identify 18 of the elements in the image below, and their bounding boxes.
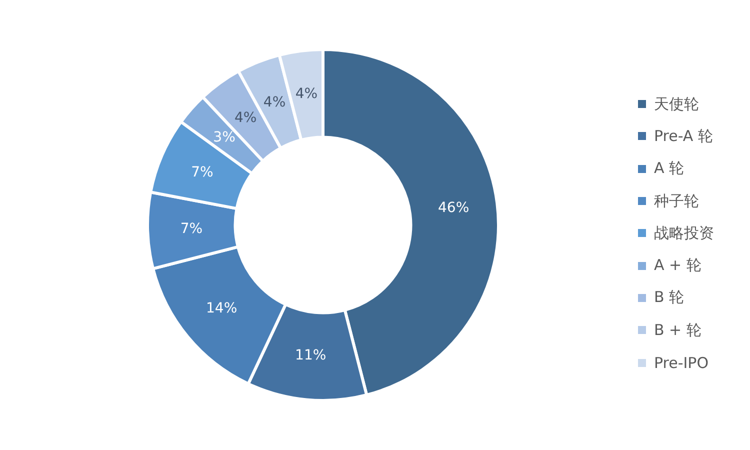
legend-label: 战略投资	[654, 224, 714, 243]
data-label: 4%	[295, 86, 318, 102]
legend-label: B 轮	[654, 288, 684, 308]
data-label: 11%	[295, 348, 326, 364]
legend-label: Pre-A 轮	[654, 126, 713, 146]
data-label: 3%	[213, 130, 236, 146]
legend-label: A + 轮	[654, 256, 702, 276]
legend-label: 种子轮	[654, 192, 699, 211]
data-label: 7%	[180, 220, 203, 237]
legend-label: Pre-IPO	[654, 354, 709, 372]
legend-label: 天使轮	[654, 94, 699, 114]
data-label: 7%	[191, 164, 214, 180]
data-label: 14%	[206, 300, 238, 317]
legend-label: A 轮	[654, 159, 684, 178]
data-label: 4%	[263, 94, 286, 110]
data-label: 46%	[438, 200, 470, 216]
legend-label: B + 轮	[654, 320, 702, 340]
data-label: 4%	[234, 110, 257, 126]
